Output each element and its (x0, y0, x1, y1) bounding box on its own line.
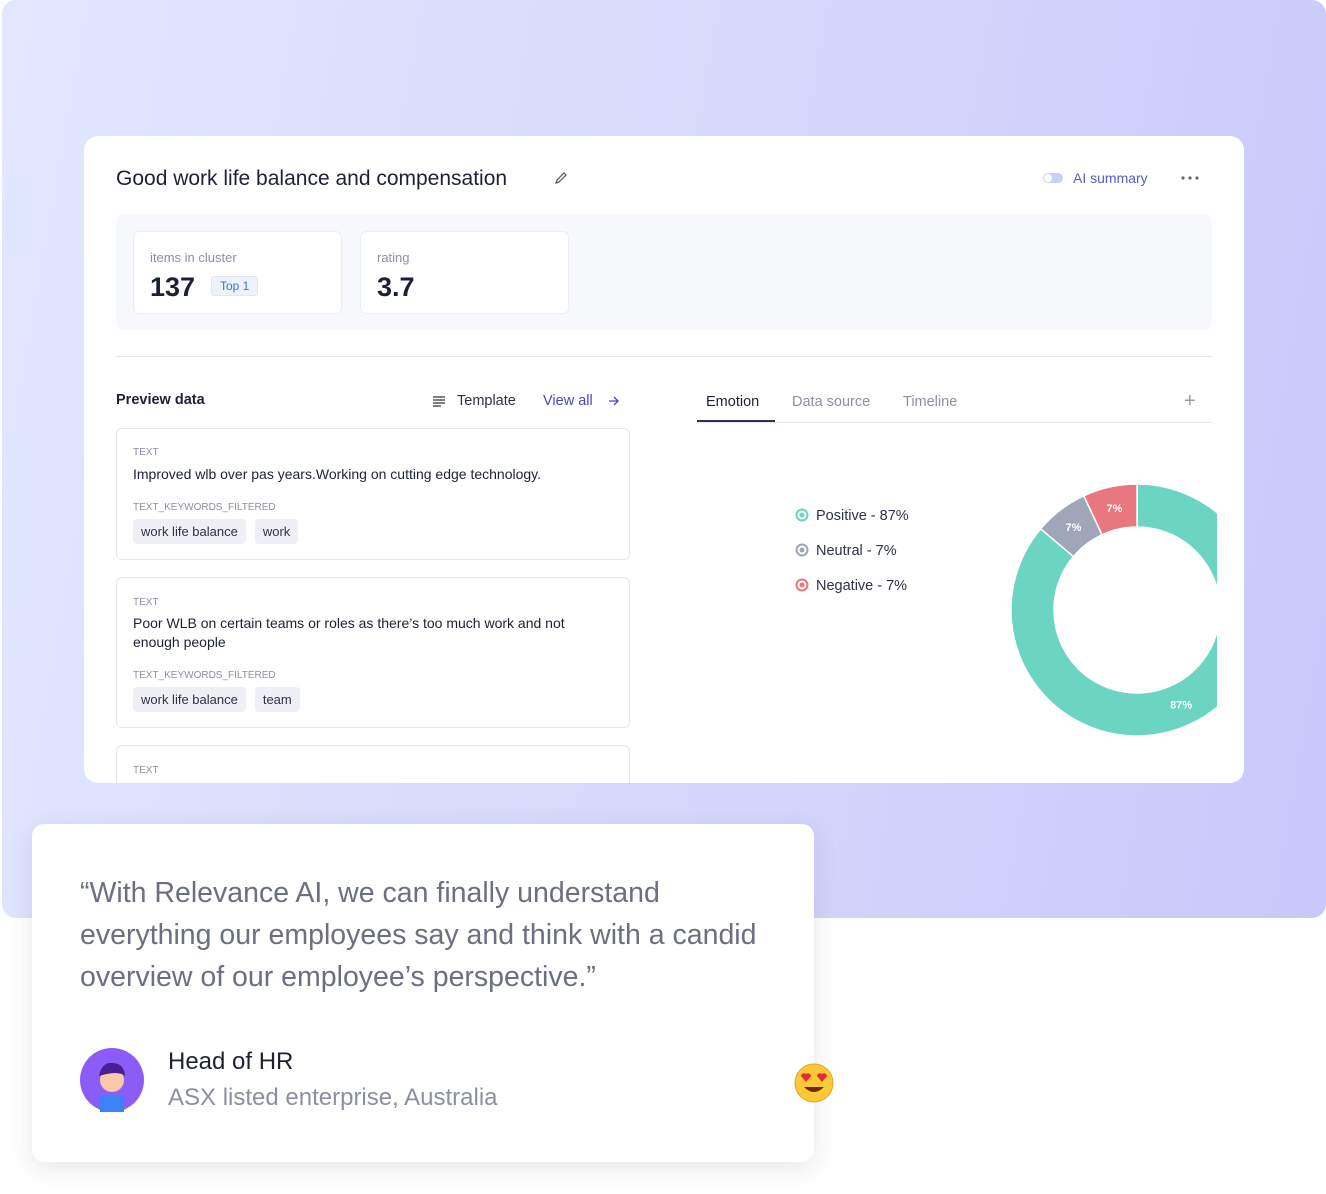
company: ASX listed enterprise, Australia (168, 1084, 498, 1111)
tag: team (254, 687, 300, 712)
role: Head of HR (168, 1048, 294, 1075)
stat-label: rating (377, 250, 410, 265)
emoji (794, 1063, 834, 1103)
stat-value: 3.7 (377, 272, 415, 302)
stat-box: items in cluster 137 Top 1 (133, 231, 342, 314)
avatar (80, 1048, 144, 1112)
stat-value: 137 (150, 272, 196, 302)
field-label: TEXT_KEYWORDS_FILTERED (133, 670, 276, 681)
tab[interactable]: Timeline (903, 394, 958, 410)
testimonial-card (32, 824, 814, 1162)
tab-divider (697, 422, 1212, 423)
ai-summary[interactable]: AI summary (1073, 170, 1148, 186)
preview-item: TEXT Improved wlb over pas years.Working… (116, 428, 630, 560)
stat-box: rating 3.7 (360, 231, 569, 314)
add-tab[interactable]: + (1184, 390, 1196, 412)
item-text: Poor WLB on certain teams or roles as th… (133, 615, 565, 650)
tag-list: work life balance work (133, 519, 299, 544)
template-icon (433, 396, 445, 407)
stats-panel: items in cluster 137 Top 1 rating 3.7 (116, 214, 1212, 330)
view-all-link[interactable]: View all (543, 393, 593, 409)
field-label: TEXT_KEYWORDS_FILTERED (133, 502, 276, 513)
arrow-icon (609, 396, 619, 406)
field-label: TEXT (133, 765, 159, 776)
item-text: Improved wlb over pas years.Working on c… (133, 466, 542, 482)
legend-dot (799, 547, 805, 553)
tag: work life balance (133, 519, 246, 544)
legend-dot (799, 582, 805, 588)
card-title: Good work life balance and compensation (116, 167, 508, 190)
slice-label: 87% (1170, 700, 1192, 712)
legend-dot (799, 512, 805, 518)
more-menu[interactable] (1180, 174, 1200, 182)
edit-icon[interactable] (554, 171, 568, 185)
cluster-card: Good work life balance and compensation … (84, 136, 1244, 783)
field-label: TEXT (133, 447, 159, 458)
donut-slice (1082, 483, 1138, 536)
slice-label: 7% (1106, 503, 1122, 515)
legend-icon (795, 508, 809, 522)
field-label: TEXT (133, 597, 159, 608)
quote: “With Relevance AI, we can finally under… (80, 877, 757, 993)
divider (116, 356, 1212, 357)
slice-label: 7% (1066, 522, 1082, 534)
emotion-chart: Positive - 87% Neutral - 7% Negative - 7% 8… (795, 483, 1217, 737)
section-title: Preview data (116, 392, 205, 408)
legend-icon (795, 578, 809, 592)
legend-label: Positive - 87% (816, 508, 909, 524)
badge: Top 1 (211, 276, 259, 296)
legend-icon (795, 543, 809, 557)
preview-item: TEXT (116, 745, 630, 783)
tag-list: work life balance team (133, 687, 300, 712)
donut-slice (1010, 483, 1217, 737)
template-button[interactable]: Template (457, 393, 516, 409)
stat-label: items in cluster (150, 250, 237, 265)
tag: work (254, 519, 299, 544)
tab-underline (697, 420, 775, 422)
preview-item: TEXT Poor WLB on certain teams or roles … (116, 577, 630, 728)
tab[interactable]: Data source (792, 394, 871, 410)
toggle[interactable] (1042, 172, 1064, 184)
tag: work life balance (133, 687, 246, 712)
legend-label: Negative - 7% (816, 578, 907, 594)
tab[interactable]: Emotion (706, 394, 760, 410)
legend-label: Neutral - 7% (816, 543, 897, 559)
